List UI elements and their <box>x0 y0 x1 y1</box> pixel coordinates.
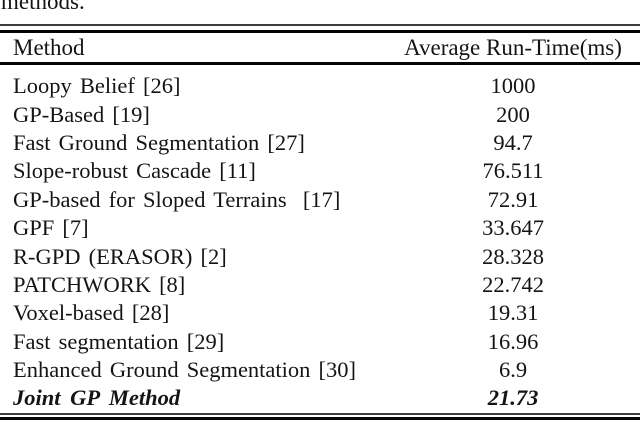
table-row: Fast segmentation [29] 16.96 <box>0 328 640 356</box>
method-cell: Enhanced Ground Segmentation [30] <box>13 357 357 383</box>
method-cell: PATCHWORK [8] <box>13 271 186 297</box>
method-cell: R-GPD (ERASOR) [2] <box>13 243 227 269</box>
method-column-header: Method <box>13 34 85 60</box>
method-cell: GP-Based [19] <box>13 101 150 127</box>
method-cell: Fast Ground Segmentation [27] <box>13 129 305 155</box>
table-header-rule <box>0 62 640 65</box>
runtime-cell: 76.511 <box>482 158 544 184</box>
method-cell: GPF [7] <box>13 215 89 241</box>
table-bottom-rule-inner <box>0 417 640 420</box>
table-top-rule-inner <box>0 30 640 33</box>
method-cell: Slope-robust Cascade [11] <box>13 158 256 184</box>
runtime-cell: 22.742 <box>482 271 544 297</box>
runtime-cell: 72.91 <box>487 186 539 212</box>
table-row: Loopy Belief [26] 1000 <box>0 72 640 100</box>
table-top-rule-outer <box>0 24 640 26</box>
runtime-cell: 16.96 <box>487 328 539 354</box>
table-bottom-rule-outer <box>0 413 640 415</box>
table-row: GP-Based [19] 200 <box>0 100 640 128</box>
runtime-cell: 28.328 <box>482 243 544 269</box>
method-cell: Fast segmentation [29] <box>13 328 225 354</box>
table-row: Voxel-based [28] 19.31 <box>0 299 640 327</box>
runtime-cell: 200 <box>496 101 530 127</box>
runtime-cell: 19.31 <box>487 300 539 326</box>
table-row: Slope-robust Cascade [11] 76.511 <box>0 157 640 185</box>
table-row: PATCHWORK [8] 22.742 <box>0 271 640 299</box>
table-row: Fast Ground Segmentation [27] 94.7 <box>0 129 640 157</box>
table-header-row: Method Average Run-Time(ms) <box>0 33 640 62</box>
runtime-cell: 33.647 <box>482 215 544 241</box>
runtime-cell: 6.9 <box>498 357 528 383</box>
table-body: Loopy Belief [26] 1000 GP-Based [19] 200… <box>0 66 640 413</box>
runtime-cell: 94.7 <box>493 129 533 155</box>
table-row: GPF [7] 33.647 <box>0 214 640 242</box>
table-row: Enhanced Ground Segmentation [30] 6.9 <box>0 356 640 384</box>
runtime-cell: 1000 <box>490 73 536 99</box>
method-cell: Loopy Belief [26] <box>13 73 181 99</box>
runtime-column-header: Average Run-Time(ms) <box>404 34 622 60</box>
table-row-proposed-method: Joint GP Method 21.73 <box>0 384 640 412</box>
method-cell: Joint GP Method <box>13 385 181 411</box>
method-cell: GP-based for Sloped Terrains [17] <box>13 186 341 212</box>
table-row: R-GPD (ERASOR) [2] 28.328 <box>0 242 640 270</box>
runtime-cell: 21.73 <box>487 385 539 411</box>
method-cell: Voxel-based [28] <box>13 300 170 326</box>
table-row: GP-based for Sloped Terrains [17] 72.91 <box>0 186 640 214</box>
body-text-fragment: methods. <box>1 0 85 14</box>
